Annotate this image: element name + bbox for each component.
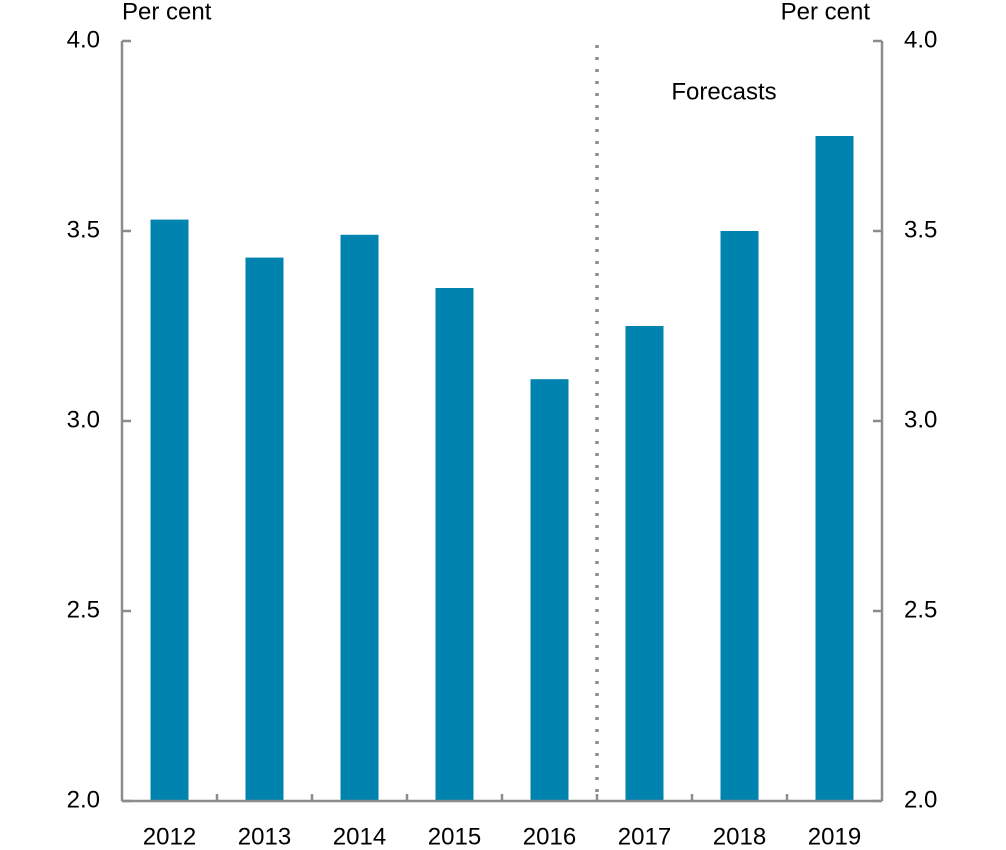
y2-tick-label: 2.5 — [904, 596, 937, 623]
y2-tick-label: 3.5 — [904, 216, 937, 243]
annotation: Forecasts — [671, 78, 776, 105]
y-tick-label: 4.0 — [67, 26, 100, 53]
bar — [150, 219, 189, 802]
y-tick-label: 2.5 — [67, 596, 100, 623]
x-tick-label: 2018 — [713, 823, 766, 850]
y2-tick-label: 3.0 — [904, 406, 937, 433]
x-tick-label: 2012 — [143, 823, 196, 850]
bar — [340, 234, 379, 802]
x-tick-label: 2017 — [618, 823, 671, 850]
x-tick-label: 2019 — [808, 823, 861, 850]
bar — [720, 231, 759, 801]
y2-tick-label: 4.0 — [904, 26, 937, 53]
y-tick-label: 3.0 — [67, 406, 100, 433]
y2-tick-label: 2.0 — [904, 786, 937, 813]
y-axis-label: Per cent — [122, 0, 212, 25]
y2-axis-label: Per cent — [781, 0, 871, 25]
x-tick-label: 2013 — [238, 823, 291, 850]
bar — [245, 257, 284, 802]
bar — [815, 136, 854, 801]
bar — [435, 288, 474, 801]
x-tick-label: 2016 — [523, 823, 576, 850]
x-tick-label: 2015 — [428, 823, 481, 850]
x-tick-label: 2014 — [333, 823, 386, 850]
y-tick-label: 3.5 — [67, 216, 100, 243]
bar — [530, 379, 569, 801]
y-tick-label: 2.0 — [67, 786, 100, 813]
bar — [625, 326, 664, 801]
